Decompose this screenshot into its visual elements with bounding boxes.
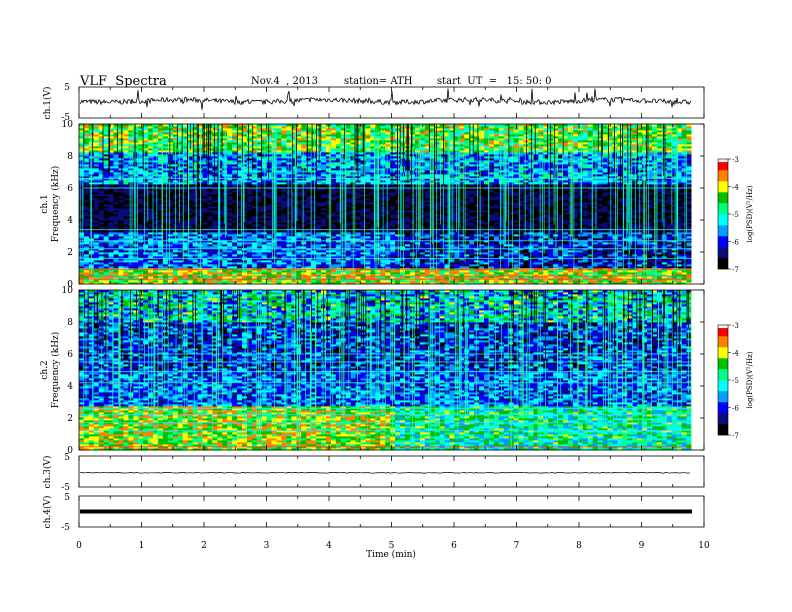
ch1-waveform <box>80 89 691 110</box>
ch1-ytick-top: 5 <box>64 83 70 93</box>
ch1-ylabel: ch.1(V) <box>42 87 53 120</box>
ch1-spectrogram <box>79 124 704 284</box>
vlf-spectra-figure: 5 -5 ch.1(V) 1086420 ch.1 Frequency (kHz… <box>0 0 792 612</box>
